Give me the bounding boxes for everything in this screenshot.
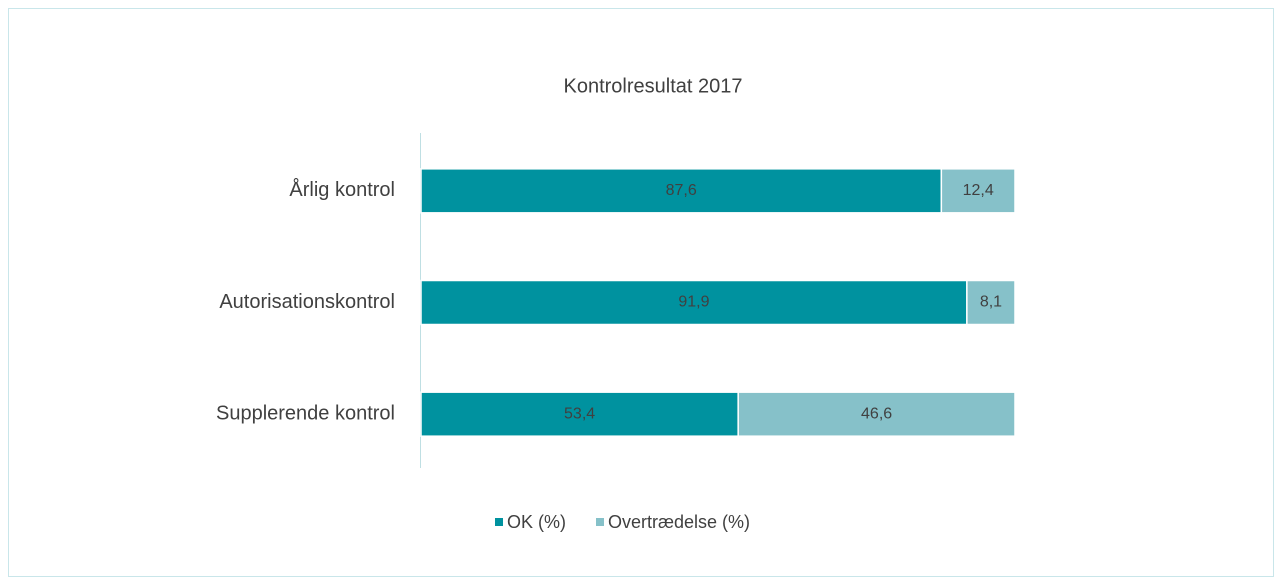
bar-segment	[966, 279, 1016, 326]
bar-segment	[420, 168, 943, 214]
data-label: 12,4	[963, 182, 994, 199]
y-tick-label: Autorisationskontrol	[219, 291, 395, 313]
data-label: 91,9	[678, 294, 709, 311]
bar-segment	[940, 168, 1016, 214]
legend-label: OK (%)	[507, 512, 566, 532]
y-tick-label: Supplerende kontrol	[216, 402, 395, 424]
data-label: 8,1	[980, 294, 1002, 311]
data-label: 87,6	[666, 182, 697, 199]
y-tick-label: Årlig kontrol	[289, 178, 395, 201]
legend-swatch	[495, 518, 503, 526]
bar-segment	[737, 391, 1016, 437]
data-label: 46,6	[861, 405, 892, 422]
legend-label: Overtrædelse (%)	[608, 512, 750, 532]
data-label: 53,4	[564, 405, 595, 422]
chart-title: Kontrolresultat 2017	[563, 75, 742, 97]
bar-segment	[420, 391, 739, 437]
legend-swatch	[596, 518, 604, 526]
